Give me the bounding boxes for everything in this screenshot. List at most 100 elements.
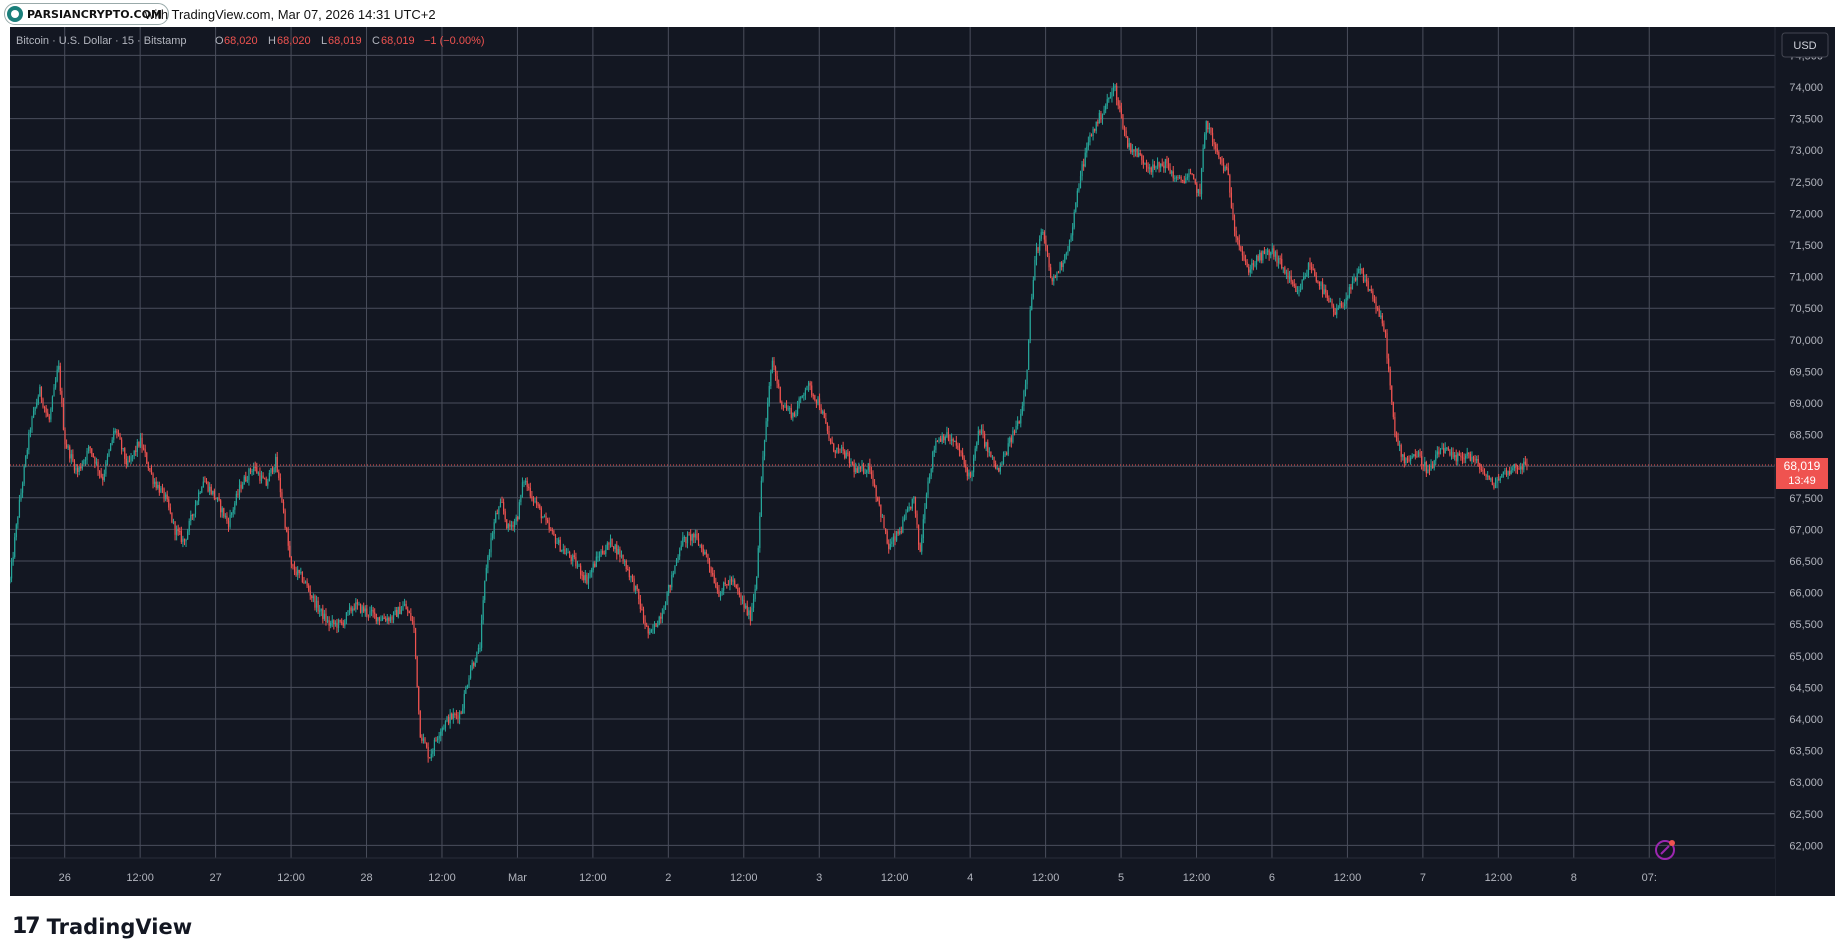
candle-body — [119, 434, 121, 440]
candle-body — [333, 620, 335, 624]
candle-body — [1224, 166, 1226, 171]
candle-body — [1520, 466, 1522, 470]
candle-body — [1098, 112, 1100, 124]
close-value: 68,019 — [381, 35, 415, 47]
candle-body — [1465, 455, 1467, 459]
candle-body — [774, 367, 777, 376]
candle-body — [713, 574, 715, 584]
candle-body — [1318, 281, 1321, 286]
candle-body — [358, 603, 360, 605]
candle-body — [620, 554, 623, 557]
candle-body — [114, 430, 116, 432]
candle-body — [1380, 315, 1382, 317]
candle-body — [43, 406, 46, 409]
candle-body — [1092, 128, 1094, 137]
candle-body — [895, 531, 898, 541]
time-tick-label: 8 — [1571, 872, 1577, 884]
candle-body — [619, 548, 621, 557]
candle-body — [1073, 212, 1075, 228]
candle-body — [1042, 232, 1044, 234]
candle-body — [1295, 285, 1297, 292]
candle-body — [1383, 323, 1385, 331]
candle-body — [564, 549, 566, 554]
candle-body — [1015, 425, 1017, 434]
candle-body — [1402, 454, 1404, 457]
candle-body — [657, 625, 659, 627]
chart-area[interactable]: 62,000 62,500 63,000 63,500 64,000 64,500 65,0… — [9, 27, 1835, 896]
candle-body — [388, 617, 390, 622]
candle-body — [597, 556, 599, 558]
price-tick-label: 74,000 — [1789, 82, 1823, 94]
candle-body — [141, 437, 143, 449]
open-value: 68,020 — [224, 35, 258, 47]
candle-body — [941, 435, 943, 442]
candle-body — [704, 551, 706, 555]
currency-button[interactable]: USD — [1781, 32, 1829, 58]
candle-body — [1314, 270, 1316, 276]
candle-body — [1317, 281, 1319, 283]
candle-body — [1189, 173, 1192, 175]
candle-body — [897, 531, 899, 534]
candle-body — [10, 561, 13, 579]
candle-body — [1323, 289, 1325, 295]
candle-body — [20, 492, 22, 500]
candle-body — [911, 498, 913, 509]
candle-body — [910, 507, 912, 509]
candle-body — [249, 468, 252, 472]
candle-body — [935, 441, 937, 450]
price-tick-label: 63,000 — [1789, 777, 1823, 789]
candle-body — [661, 613, 663, 619]
candle-body — [825, 418, 827, 424]
candle-body — [1266, 250, 1269, 253]
time-tick-label: 07: — [1642, 872, 1657, 884]
candle-body — [176, 528, 178, 535]
candle-body — [429, 757, 431, 759]
price-chart[interactable]: 62,000 62,500 63,000 63,500 64,000 64,500 65,0… — [9, 27, 1835, 896]
candle-body — [984, 433, 986, 447]
candle-body — [998, 468, 1000, 472]
candle-body — [958, 448, 961, 452]
candle-body — [1083, 164, 1085, 167]
candle-body — [443, 727, 445, 729]
candle-body — [179, 531, 181, 533]
candle-body — [829, 438, 832, 442]
candle-body — [447, 717, 450, 724]
current-price-value: 68,019 — [1784, 459, 1821, 473]
candle-body — [782, 405, 785, 407]
candle-body — [1211, 132, 1214, 143]
candle-body — [45, 408, 47, 413]
candle-body — [877, 496, 879, 501]
candle-body — [697, 538, 700, 546]
candle-body — [1037, 247, 1039, 251]
candle-body — [765, 421, 767, 441]
candle-body — [210, 486, 212, 495]
candle-body — [767, 402, 769, 422]
candle-body — [479, 647, 481, 649]
candle-body — [861, 465, 863, 469]
candle-body — [458, 712, 461, 719]
tradingview-logo[interactable]: 17 TradingView — [12, 914, 192, 939]
candle-body — [81, 464, 83, 469]
candle-body — [1378, 309, 1380, 317]
replay-icon[interactable] — [1655, 840, 1675, 860]
time-scale[interactable] — [10, 858, 1775, 896]
candle-body — [457, 715, 459, 719]
candle-body — [364, 608, 366, 612]
candle-body — [752, 599, 755, 608]
candle-body — [1523, 461, 1525, 470]
candle-body — [102, 477, 104, 481]
candle-body — [867, 463, 869, 471]
candle-body — [116, 430, 118, 434]
candle-body — [334, 622, 336, 624]
candle-body — [1358, 269, 1360, 274]
candle-body — [584, 574, 586, 581]
candle-body — [968, 472, 970, 477]
candle-body — [205, 481, 208, 483]
candle-body — [746, 605, 748, 616]
candle-body — [952, 439, 954, 442]
candle-body — [699, 545, 701, 547]
candle-body — [583, 575, 585, 581]
candle-body — [979, 430, 981, 434]
time-tick-label: 12:00 — [1032, 872, 1060, 884]
candle-body — [100, 473, 102, 478]
